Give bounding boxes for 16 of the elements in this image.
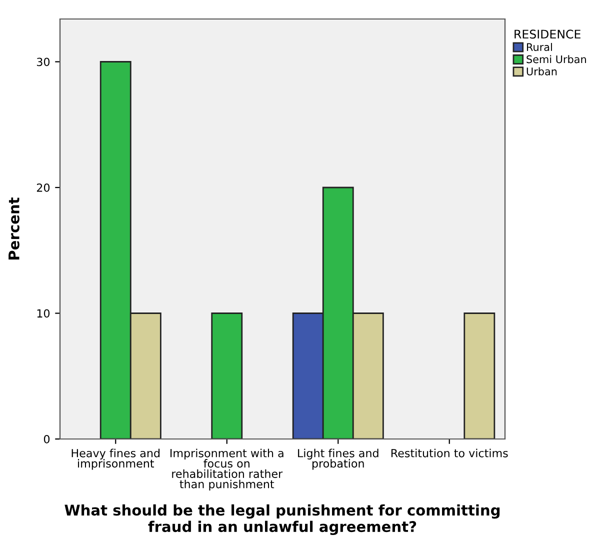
bar [464,312,496,439]
legend-label: Urban [526,67,557,76]
y-axis-title: Percent [8,198,20,260]
x-tick-label: Light fines and probation [298,448,378,470]
x-tick-label: Heavy fines and imprisonment [72,448,160,470]
x-tick-label: Imprisonment with a focus on rehabilitation rather than punishment [170,448,284,490]
y-tick-label: 0 [44,434,50,444]
y-tick-label: 30 [36,58,50,66]
legend-label: Semi Urban [526,55,586,64]
x-tick-label: Restitution to victims [391,448,508,458]
bar [211,312,243,439]
legend-label: Rural [526,42,552,52]
x-axis-title: What should be the legal punishment for committing fraud in an unlawful agreement? [64,504,500,536]
legend-title: RESIDENCE [514,30,580,39]
y-tick-label: 20 [36,183,50,192]
y-tick-label: 10 [37,309,50,318]
